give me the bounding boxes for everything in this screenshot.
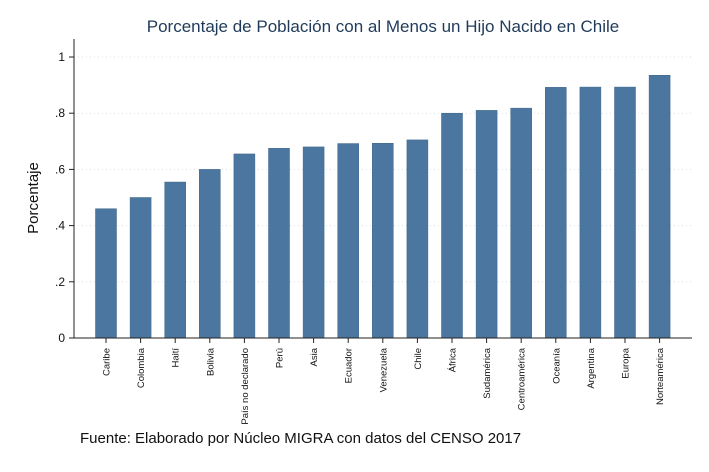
x-tick-label: Caribe — [102, 348, 113, 376]
bar-colombia — [129, 197, 152, 339]
bar-país-no-declarado — [233, 153, 256, 339]
bar-norteamérica — [648, 75, 671, 339]
y-tick-label: .2 — [55, 275, 65, 289]
x-tick-label: Perú — [275, 348, 286, 368]
bar-perú — [268, 148, 290, 339]
x-tick-label: Asia — [309, 347, 320, 366]
y-tick-label: 0 — [58, 331, 65, 345]
y-axis: 0 .2 .4 .6 .8 1 — [55, 39, 75, 345]
x-tick-label: Sudamérica — [482, 347, 493, 398]
source-note: Fuente: Elaborado por Núcleo MIGRA con d… — [80, 430, 522, 447]
bar-caribe — [95, 208, 117, 339]
bar-ecuador — [337, 143, 359, 339]
x-tick-label: Colombia — [136, 347, 147, 388]
x-tick-label: Haití — [171, 348, 182, 368]
x-tick-label: Norteamérica — [655, 347, 666, 405]
y-tick-label: .4 — [55, 219, 65, 233]
bar-venezuela — [372, 143, 394, 339]
bar-bolivia — [199, 169, 221, 339]
x-tick-label: Oceanía — [551, 347, 562, 384]
bar-áfrica — [441, 112, 463, 339]
bar-argentina — [579, 86, 602, 339]
y-axis-label: Porcentaje — [25, 162, 42, 234]
bar-europa — [614, 86, 636, 339]
chart-title: Porcentaje de Población con al Menos un … — [147, 17, 620, 36]
bars — [95, 75, 671, 339]
x-tick-label: África — [448, 347, 459, 372]
bar-asia — [302, 146, 325, 339]
bar-oceanía — [545, 87, 567, 339]
x-tick-label: Europa — [621, 347, 632, 378]
y-tick-label: .6 — [55, 162, 65, 176]
bar-centroamérica — [510, 107, 532, 339]
x-tick-label: Argentina — [586, 347, 597, 388]
bar-sudamérica — [475, 110, 498, 339]
y-tick-label: .8 — [55, 106, 65, 120]
x-tick-label: Chile — [413, 348, 424, 370]
x-tick-label: Centroamérica — [517, 347, 528, 410]
x-tick-label: Venezuela — [378, 347, 389, 392]
bar-chile — [406, 139, 429, 339]
x-axis: Caribe Colombia Haití Bolivia País no declar… — [74, 337, 692, 425]
x-tick-label: Ecuador — [344, 348, 355, 383]
y-tick-label: 1 — [58, 50, 65, 64]
bar-haití — [164, 181, 186, 339]
x-tick-label: Bolivia — [205, 347, 216, 376]
x-tick-label: País no declarado — [240, 348, 251, 425]
